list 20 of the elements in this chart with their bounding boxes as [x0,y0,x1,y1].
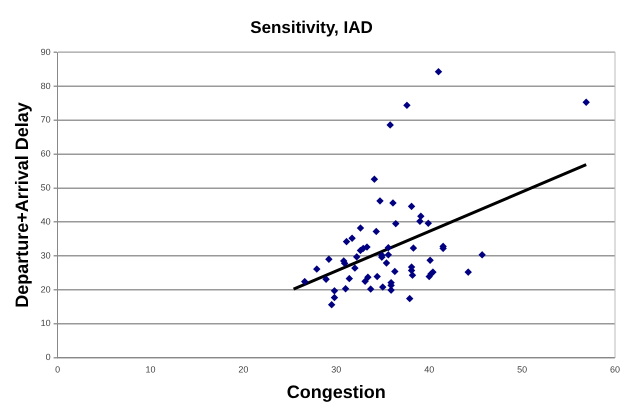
y-tick-label: 10 [40,318,51,328]
y-tick-label: 90 [40,46,51,57]
y-tick-label: 80 [40,80,51,91]
y-tick-label: 70 [40,114,51,125]
x-tick-label: 40 [424,364,434,374]
x-tick-label: 0 [55,364,60,374]
chart-title: Sensitivity, IAD [250,18,373,37]
x-tick-label: 50 [517,364,528,374]
y-tick-label: 40 [40,216,51,226]
y-tick-label: 0 [46,352,51,362]
y-tick-label: 20 [40,284,51,294]
x-tick-label: 30 [331,364,342,374]
x-tick-label: 20 [238,364,248,374]
y-tick-label: 60 [40,148,51,159]
x-axis-title: Congestion [286,382,386,402]
x-tick-label: 60 [610,364,620,374]
y-tick-label: 50 [40,182,51,193]
y-axis-title: Departure+Arrival Delay [12,102,32,308]
y-tick-label: 30 [40,250,51,260]
x-tick-label: 10 [146,364,156,374]
